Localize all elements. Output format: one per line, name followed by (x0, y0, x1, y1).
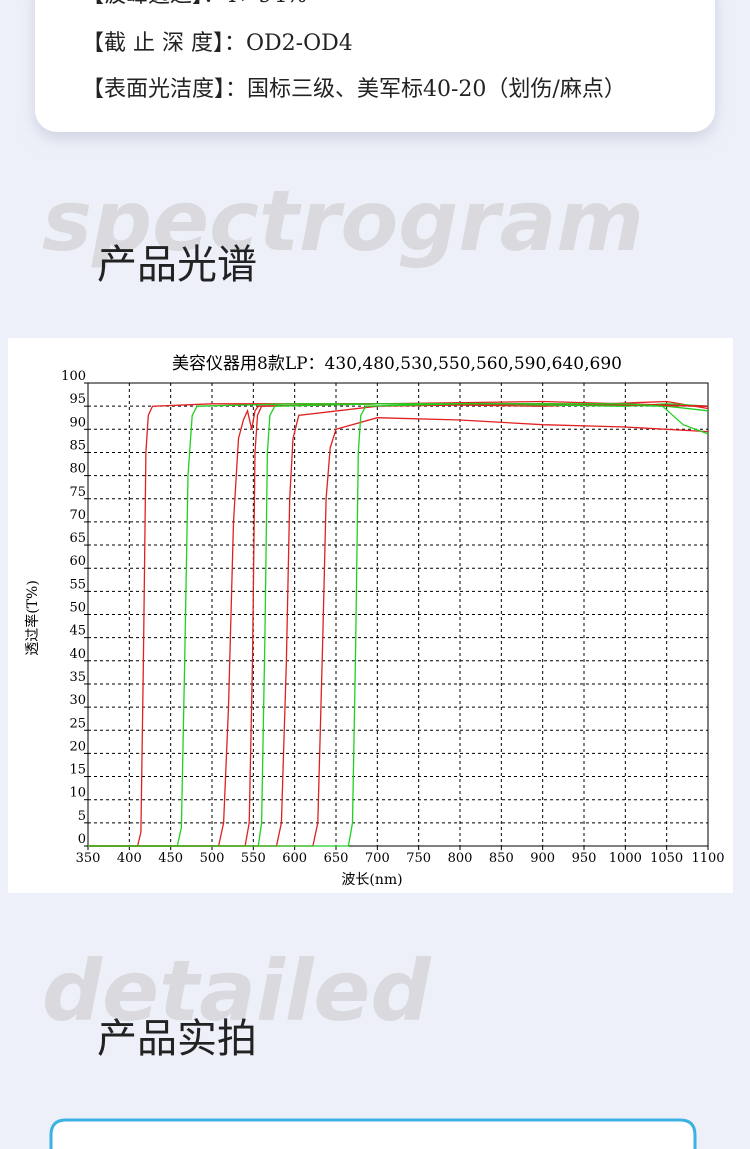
spec-line: 【波峰透过】：T>94% (82, 0, 307, 8)
y-tick-label: 65 (69, 531, 86, 546)
y-tick-label: 80 (69, 462, 86, 477)
y-tick-label: 10 (69, 786, 86, 801)
watermark: spectrogram (42, 172, 644, 270)
y-tick-label: 30 (69, 693, 86, 708)
y-tick-label: 50 (69, 601, 86, 616)
spec-line: 【表面光洁度】：国标三级、美军标40-20（划伤/麻点） (82, 77, 626, 102)
photo-card (49, 1118, 697, 1149)
y-tick-label: 5 (78, 809, 86, 824)
spec-line: 【截 止 深 度】：OD2-OD4 (82, 31, 353, 56)
x-tick-label: 750 (406, 851, 431, 866)
y-tick-label: 0 (78, 832, 86, 847)
x-tick-label: 500 (200, 851, 225, 866)
y-tick-label: 20 (69, 739, 86, 754)
x-tick-label: 900 (530, 851, 555, 866)
x-tick-label: 600 (282, 851, 307, 866)
y-tick-label: 45 (69, 624, 86, 639)
y-tick-label: 75 (69, 485, 86, 500)
y-tick-label: 35 (69, 670, 86, 685)
spec-card (35, 0, 715, 132)
section-title: 产品实拍 (97, 1016, 257, 1062)
x-tick-label: 550 (241, 851, 266, 866)
x-tick-label: 400 (117, 851, 142, 866)
x-tick-label: 950 (572, 851, 597, 866)
y-tick-label: 25 (69, 716, 86, 731)
spectrum-line (88, 417, 709, 847)
x-tick-label: 1100 (691, 851, 724, 866)
y-tick-label: 95 (69, 392, 86, 407)
y-axis-label: 透过率(T%) (24, 580, 41, 656)
y-tick-label: 15 (69, 763, 86, 778)
chart-title: 美容仪器用8款LP：430,480,530,550,560,590,640,69… (172, 354, 622, 374)
x-axis-label: 波长(nm) (341, 872, 402, 888)
section-title: 产品光谱 (97, 242, 257, 288)
chart: 美容仪器用8款LP：430,480,530,550,560,590,640,69… (24, 354, 725, 888)
y-tick-label: 40 (69, 647, 86, 662)
spectrum-line (88, 400, 709, 847)
y-tick-label: 90 (69, 415, 86, 430)
watermark: detailed (42, 942, 431, 1040)
x-tick-label: 700 (365, 851, 390, 866)
x-tick-label: 800 (448, 851, 473, 866)
y-tick-label: 60 (69, 554, 86, 569)
spectrum-line (88, 403, 709, 847)
x-tick-label: 450 (158, 851, 183, 866)
x-tick-label: 1000 (609, 851, 642, 866)
y-tick-label: 70 (69, 508, 86, 523)
y-tick-label: 85 (69, 438, 86, 453)
spectrum-line (88, 403, 709, 847)
x-tick-label: 850 (489, 851, 514, 866)
y-tick-label: 55 (69, 577, 86, 592)
x-tick-label: 650 (324, 851, 349, 866)
x-tick-label: 350 (76, 851, 101, 866)
x-tick-label: 1050 (650, 851, 683, 866)
y-tick-label: 100 (61, 369, 86, 384)
